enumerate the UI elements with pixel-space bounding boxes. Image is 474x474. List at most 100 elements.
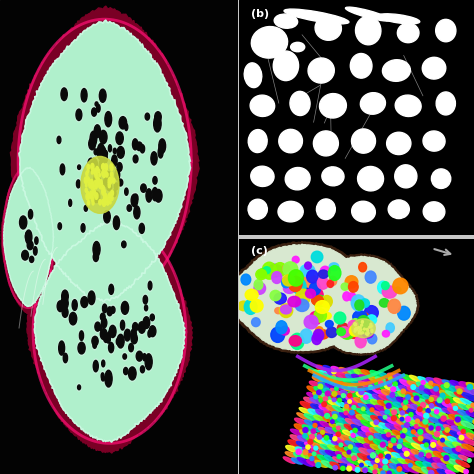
Ellipse shape <box>305 436 320 445</box>
Ellipse shape <box>456 415 468 422</box>
Circle shape <box>364 328 365 330</box>
Circle shape <box>464 469 468 474</box>
Circle shape <box>111 196 113 201</box>
Ellipse shape <box>153 176 157 184</box>
Ellipse shape <box>325 450 341 458</box>
Ellipse shape <box>403 398 416 404</box>
Ellipse shape <box>289 270 303 286</box>
Ellipse shape <box>315 460 328 467</box>
Circle shape <box>392 410 396 415</box>
Ellipse shape <box>283 262 298 276</box>
Ellipse shape <box>333 457 346 464</box>
Ellipse shape <box>351 319 360 329</box>
Ellipse shape <box>463 416 474 423</box>
Ellipse shape <box>358 312 369 324</box>
Ellipse shape <box>323 365 335 373</box>
Circle shape <box>362 332 364 334</box>
Circle shape <box>111 192 113 196</box>
Circle shape <box>108 183 110 188</box>
Circle shape <box>101 164 104 169</box>
Circle shape <box>356 328 357 330</box>
Ellipse shape <box>275 308 282 314</box>
Ellipse shape <box>405 459 420 467</box>
Ellipse shape <box>19 216 27 229</box>
Ellipse shape <box>370 445 383 451</box>
Ellipse shape <box>241 274 251 285</box>
Ellipse shape <box>318 428 331 434</box>
Ellipse shape <box>57 137 61 144</box>
Circle shape <box>385 410 389 414</box>
Ellipse shape <box>319 270 328 278</box>
Ellipse shape <box>291 42 305 52</box>
Ellipse shape <box>321 295 332 308</box>
Ellipse shape <box>93 123 101 139</box>
Circle shape <box>363 468 367 473</box>
Ellipse shape <box>421 467 432 474</box>
Ellipse shape <box>411 443 426 451</box>
Circle shape <box>345 404 349 409</box>
Ellipse shape <box>307 392 317 398</box>
Ellipse shape <box>424 389 435 395</box>
Ellipse shape <box>310 398 326 405</box>
Ellipse shape <box>118 179 123 186</box>
Ellipse shape <box>104 110 112 128</box>
Ellipse shape <box>159 139 165 153</box>
Ellipse shape <box>254 283 265 294</box>
Ellipse shape <box>250 300 263 312</box>
Ellipse shape <box>347 464 359 471</box>
Ellipse shape <box>436 19 456 42</box>
Ellipse shape <box>373 394 383 401</box>
Ellipse shape <box>62 290 68 302</box>
Ellipse shape <box>311 251 323 263</box>
Circle shape <box>409 464 412 467</box>
Circle shape <box>375 385 380 390</box>
Ellipse shape <box>145 354 152 370</box>
Circle shape <box>409 412 413 417</box>
Ellipse shape <box>312 376 322 382</box>
Ellipse shape <box>100 313 105 320</box>
Ellipse shape <box>425 383 438 390</box>
Ellipse shape <box>111 307 115 313</box>
Ellipse shape <box>136 351 143 361</box>
Circle shape <box>322 374 327 378</box>
Circle shape <box>110 164 113 169</box>
Ellipse shape <box>106 336 110 343</box>
Ellipse shape <box>120 320 125 330</box>
Circle shape <box>367 332 369 334</box>
Circle shape <box>457 389 462 394</box>
Circle shape <box>88 179 91 185</box>
Ellipse shape <box>394 425 406 431</box>
Ellipse shape <box>322 167 344 186</box>
Ellipse shape <box>100 146 106 158</box>
Ellipse shape <box>392 430 404 437</box>
Ellipse shape <box>299 408 313 415</box>
Ellipse shape <box>96 103 101 114</box>
Ellipse shape <box>419 422 432 429</box>
Ellipse shape <box>402 420 418 428</box>
Ellipse shape <box>302 274 318 292</box>
Ellipse shape <box>103 165 108 172</box>
Ellipse shape <box>407 381 423 389</box>
Circle shape <box>92 187 94 191</box>
Ellipse shape <box>314 309 327 322</box>
Ellipse shape <box>365 388 377 394</box>
Ellipse shape <box>95 322 100 331</box>
Circle shape <box>374 420 379 424</box>
Ellipse shape <box>393 380 405 386</box>
Circle shape <box>360 463 363 467</box>
Ellipse shape <box>93 173 100 186</box>
Ellipse shape <box>77 341 86 356</box>
Circle shape <box>99 184 100 188</box>
Ellipse shape <box>357 316 370 328</box>
Ellipse shape <box>107 183 112 191</box>
Circle shape <box>358 332 360 334</box>
Ellipse shape <box>99 162 104 173</box>
Ellipse shape <box>336 401 348 408</box>
Ellipse shape <box>329 423 339 429</box>
Circle shape <box>421 381 425 384</box>
Ellipse shape <box>430 411 445 420</box>
Ellipse shape <box>88 158 94 167</box>
Ellipse shape <box>283 264 290 272</box>
Ellipse shape <box>84 205 88 211</box>
Circle shape <box>365 333 367 335</box>
